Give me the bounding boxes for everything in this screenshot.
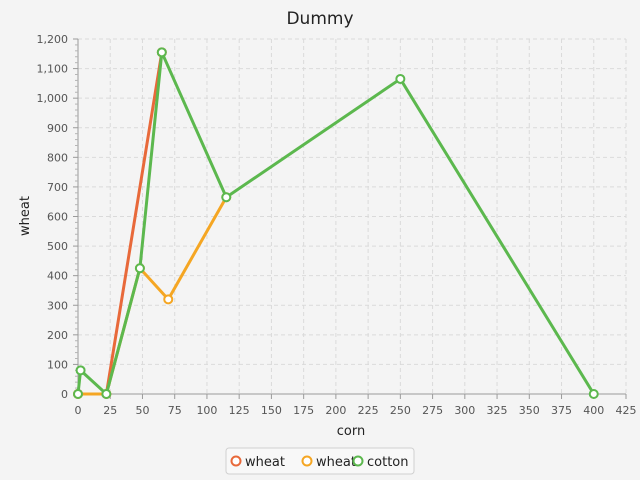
legend-marker: [352, 455, 364, 467]
data-point: [163, 294, 174, 305]
legend-label: wheat: [245, 455, 285, 470]
grid-lines: [77, 38, 627, 395]
x-tick-label: 25: [103, 404, 117, 417]
data-point: [75, 365, 86, 376]
data-point: [134, 263, 145, 274]
data-point: [395, 73, 406, 84]
chart-title: Dummy: [286, 9, 353, 29]
x-tick-label: 325: [487, 404, 508, 417]
y-tick-label: 800: [47, 151, 68, 164]
y-tick-label: 700: [47, 181, 68, 194]
series-3: [73, 47, 599, 399]
data-point: [588, 389, 599, 399]
y-tick-label: 1,200: [37, 33, 69, 46]
x-tick-label: 200: [325, 404, 346, 417]
legend: wheat wheat cotton: [225, 447, 415, 475]
legend-marker: [230, 455, 242, 467]
y-tick-label: 600: [47, 211, 68, 224]
x-axis-ticks: 0 25 50 75 100 125 150 175 200 225 250 275 300 325 350…: [75, 394, 637, 417]
data-point: [101, 389, 112, 399]
y-tick-label: 1,100: [37, 63, 69, 76]
y-tick-label: 200: [47, 329, 68, 342]
y-tick-label: 900: [47, 122, 68, 135]
x-tick-label: 150: [261, 404, 282, 417]
x-tick-label: 0: [75, 404, 82, 417]
data-point: [156, 47, 167, 58]
y-tick-label: 300: [47, 299, 68, 312]
x-tick-label: 125: [229, 404, 250, 417]
y-tick-label: 0: [61, 388, 68, 401]
y-tick-label: 500: [47, 240, 68, 253]
x-tick-label: 300: [454, 404, 475, 417]
legend-marker: [301, 455, 313, 467]
y-tick-label: 400: [47, 270, 68, 283]
data-point: [73, 389, 83, 399]
y-axis-title: wheat: [18, 196, 33, 236]
x-tick-label: 175: [293, 404, 314, 417]
legend-label: cotton: [367, 455, 409, 470]
series: [73, 47, 599, 399]
x-tick-label: 75: [168, 404, 182, 417]
x-tick-label: 350: [519, 404, 540, 417]
y-tick-label: 1,000: [37, 92, 69, 105]
series-line: [76, 50, 596, 396]
x-tick-label: 275: [422, 404, 443, 417]
x-axis-title: corn: [337, 424, 365, 439]
x-tick-label: 400: [583, 404, 604, 417]
legend-label: wheat: [316, 455, 356, 470]
y-tick-label: 100: [47, 358, 68, 371]
y-axis-ticks: 0 100 200 300 400 500 600 700 800 900 1,000 1,100 1,…: [37, 33, 78, 401]
x-tick-label: 100: [196, 404, 217, 417]
x-tick-label: 375: [551, 404, 572, 417]
x-tick-label: 250: [390, 404, 411, 417]
x-tick-label: 425: [616, 404, 637, 417]
data-point: [221, 192, 232, 203]
x-tick-label: 50: [135, 404, 149, 417]
legend-box: [225, 447, 415, 475]
x-tick-label: 225: [358, 404, 379, 417]
